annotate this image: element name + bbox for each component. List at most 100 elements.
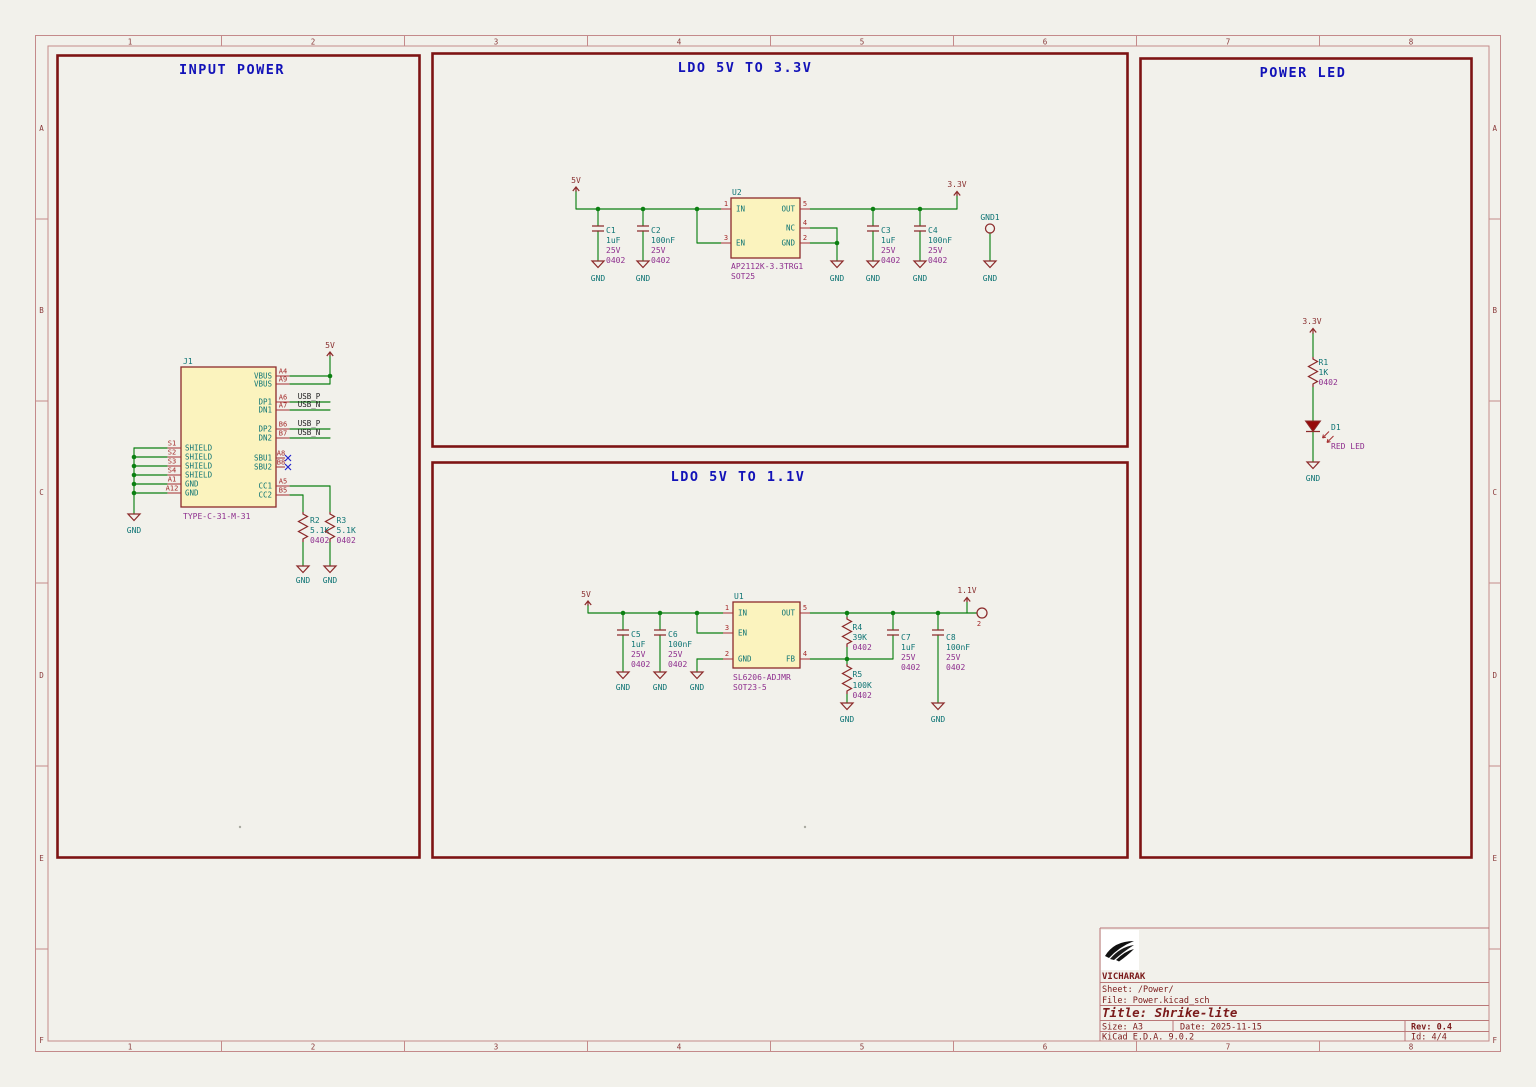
company-name: VICHARAK [1102,972,1146,982]
svg-text:5: 5 [803,604,807,612]
j1-ref: J1 [183,357,193,366]
capacitor-c4[interactable]: C4 100nF 25V 0402 [914,225,952,265]
power-1v1-out[interactable]: 1.1V [957,586,977,602]
svg-text:4: 4 [677,38,682,47]
input-power-title: INPUT POWER [179,62,285,78]
led-triangle [1304,420,1322,433]
ldo11-wires[interactable] [587,601,978,704]
u2-body[interactable] [730,197,801,259]
regulator-u2[interactable]: U2 1 3 5 4 2 IN EN OUT NC GND AP2112K-3.… [721,188,810,281]
svg-text:25V: 25V [668,650,683,659]
svg-text:B6: B6 [279,421,287,429]
ldo-1v1-title: LDO 5V TO 1.1V [671,469,806,485]
svg-text:1: 1 [128,1043,133,1052]
svg-text:0402: 0402 [901,663,920,672]
net-label-usb-p[interactable]: USB_P [298,392,321,401]
net-label-usb-p2[interactable]: USB_P [298,419,321,428]
j1-body[interactable] [180,366,277,508]
svg-text:5: 5 [860,38,865,47]
gnd-symbol-r2[interactable]: GND [295,565,311,585]
svg-text:DP1: DP1 [258,398,272,407]
capacitor-c7[interactable]: C7 1uF 25V 0402 [887,629,920,672]
svg-text:C8: C8 [946,633,956,642]
svg-text:GND: GND [185,489,199,498]
stray-dot-2 [803,825,807,829]
capacitor-c5[interactable]: C5 1uF 25V 0402 [617,629,650,669]
net-label-usb-n[interactable]: USB_N [298,400,321,409]
svg-text:IN: IN [736,205,745,214]
gnd1-terminal[interactable]: GND1 [980,213,1000,234]
svg-text:0402: 0402 [853,691,872,700]
j1-wires[interactable] [131,355,333,567]
svg-text:C6: C6 [668,630,678,639]
svg-text:GND: GND [636,274,651,283]
svg-text:CC2: CC2 [258,491,272,500]
capacitor-c2[interactable]: C2 100nF 25V 0402 [637,225,675,265]
resistor-r2[interactable]: R2 5.1K 0402 [297,512,330,545]
svg-text:1: 1 [725,604,729,612]
power-3v3-out[interactable]: 3.3V [947,180,967,196]
svg-text:7: 7 [1226,38,1231,47]
u1-body[interactable] [732,601,801,669]
frame-ticks [35,35,1501,1052]
gnd-symbol-j1[interactable]: GND [126,513,142,535]
svg-text:U2: U2 [732,188,742,197]
tb-sheet: Sheet: /Power/ [1102,985,1174,995]
capacitor-c8[interactable]: C8 100nF 25V 0402 [932,629,970,672]
svg-text:NC: NC [786,224,795,233]
usb-connector-j1[interactable]: J1 TYPE-C-31-M-31 S1 S2 S3 S4 A1 A12 SHI… [166,357,292,521]
svg-text:25V: 25V [606,246,621,255]
svg-text:7: 7 [1226,1043,1231,1052]
svg-text:B8: B8 [277,459,285,467]
svg-text:1uF: 1uF [901,643,916,652]
resistor-r3[interactable]: R3 5.1K 0402 [324,512,356,545]
svg-text:0402: 0402 [310,536,329,545]
svg-text:F: F [1493,1036,1498,1045]
title-block: VICHARAK Sheet: /Power/ File: Power.kica… [1099,927,1489,1043]
gnd-symbols-ldo33[interactable]: GND GND GND GND GND GND [590,260,998,283]
svg-text:S3: S3 [168,458,176,466]
svg-text:3: 3 [724,234,728,242]
regulator-u1[interactable]: U1 1 3 2 5 4 IN EN GND OUT FB SL6206-ADJ… [723,592,810,692]
svg-text:GND: GND [866,274,881,283]
tb-file: File: Power.kicad_sch [1102,996,1209,1006]
gnd-symbol-led[interactable]: GND [1305,461,1321,483]
led-emission-arrow-2 [1326,435,1334,443]
resistor-r5[interactable]: R5 100K 0402 [841,664,872,700]
power-5v-ldo33[interactable]: 5V [571,176,581,192]
svg-text:25V: 25V [946,653,961,662]
svg-text:A12: A12 [166,485,179,493]
svg-text:SHIELD: SHIELD [185,471,213,480]
gnd-symbols-ldo11[interactable]: GND GND GND GND GND [615,671,946,724]
capacitor-c3[interactable]: C3 1uF 25V 0402 [867,225,900,265]
gnd-symbol-r3[interactable]: GND [322,565,338,585]
capacitor-c1[interactable]: C1 1uF 25V 0402 [592,225,625,265]
output-terminal-1v1[interactable]: 2 [976,607,988,628]
svg-text:0402: 0402 [1319,378,1338,387]
ldo33-wires[interactable] [575,191,991,262]
capacitor-c6[interactable]: C6 100nF 25V 0402 [654,629,692,669]
svg-text:DN2: DN2 [258,434,272,443]
svg-text:D: D [1493,671,1498,680]
resistor-r1[interactable]: R1 1K 0402 [1307,357,1338,387]
svg-text:5: 5 [860,1043,865,1052]
ldo-1v1-box [431,461,1129,859]
svg-text:GND: GND [690,683,705,692]
svg-text:5: 5 [803,200,807,208]
svg-text:D: D [39,671,44,680]
tb-id: Id: 4/4 [1411,1033,1447,1043]
svg-text:E: E [39,854,44,863]
net-label-usb-n2[interactable]: USB_N [298,428,321,437]
power-5v-ldo11[interactable]: 5V [581,590,592,606]
led-d1[interactable]: D1 RED LED [1304,420,1365,451]
svg-text:GND: GND [591,274,606,283]
svg-text:S1: S1 [168,440,176,448]
power-3v3-led[interactable]: 3.3V [1302,317,1322,334]
svg-text:RED LED: RED LED [1331,442,1365,451]
resistor-r4[interactable]: R4 39K 0402 [841,617,872,652]
svg-text:0402: 0402 [631,660,650,669]
svg-text:GND: GND [913,274,928,283]
svg-text:A7: A7 [279,402,287,410]
power-5v-j1[interactable]: 5V [325,341,335,357]
